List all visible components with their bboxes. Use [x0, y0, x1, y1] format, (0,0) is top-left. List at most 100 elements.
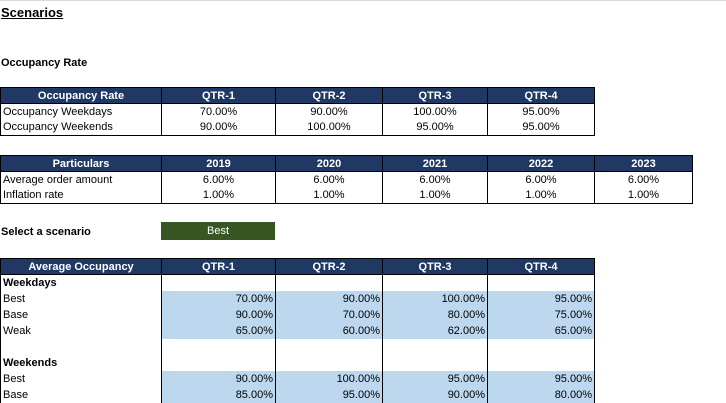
table-cell[interactable] — [275, 354, 383, 371]
table-row: Occupancy Weekends 90.00% 100.00% 95.00%… — [0, 119, 595, 136]
occupancy-rate-table: Occupancy Rate QTR-1 QTR-2 QTR-3 QTR-4 O… — [0, 87, 595, 136]
table-cell[interactable]: 70.00% — [275, 306, 383, 323]
column-header: Particulars — [0, 155, 162, 172]
table-cell[interactable] — [0, 338, 162, 355]
column-header: QTR-2 — [275, 258, 383, 275]
table-cell[interactable]: 1.00% — [487, 187, 595, 204]
weekends-label[interactable]: Weekends — [0, 354, 162, 371]
column-header: QTR-1 — [161, 258, 276, 275]
table-cell[interactable]: 90.00% — [161, 119, 276, 136]
row-label[interactable]: Occupancy Weekdays — [0, 103, 162, 120]
table-row: Base 85.00% 95.00% 90.00% 80.00% — [0, 386, 595, 403]
column-header: 2023 — [594, 155, 693, 172]
table-cell[interactable] — [161, 338, 276, 355]
table-cell[interactable] — [275, 274, 383, 291]
column-header: QTR-4 — [487, 258, 595, 275]
table-cell[interactable]: 80.00% — [382, 306, 488, 323]
table-cell[interactable]: 1.00% — [594, 187, 693, 204]
spacer-row — [0, 338, 595, 355]
column-header: QTR-2 — [275, 87, 383, 104]
section-row: Weekends — [0, 354, 595, 371]
column-header: 2019 — [161, 155, 276, 172]
table-cell[interactable]: 90.00% — [275, 103, 383, 120]
table-cell[interactable]: 90.00% — [161, 306, 276, 323]
table-cell[interactable] — [275, 338, 383, 355]
table-cell[interactable]: 65.00% — [161, 322, 276, 339]
table-row: Weak 65.00% 60.00% 62.00% 65.00% — [0, 322, 595, 339]
table-cell[interactable]: 1.00% — [161, 187, 276, 204]
table-cell[interactable]: 95.00% — [487, 103, 595, 120]
table-cell[interactable]: 65.00% — [487, 322, 595, 339]
table-cell[interactable]: 100.00% — [275, 119, 383, 136]
column-header: QTR-3 — [382, 87, 488, 104]
table-cell[interactable]: 100.00% — [382, 290, 488, 307]
column-header: QTR-4 — [487, 87, 595, 104]
column-header: QTR-3 — [382, 258, 488, 275]
table-cell[interactable] — [487, 274, 595, 291]
table-cell[interactable]: 6.00% — [487, 171, 595, 188]
table-cell[interactable] — [382, 354, 488, 371]
sheet-top-border — [0, 0, 726, 1]
table-row: Average order amount 6.00% 6.00% 6.00% 6… — [0, 171, 693, 188]
table-cell[interactable]: 80.00% — [487, 386, 595, 403]
section-row: Weekdays — [0, 274, 595, 291]
scenario-dropdown[interactable]: Best — [161, 222, 275, 240]
table-cell[interactable]: 95.00% — [382, 119, 488, 136]
table-cell[interactable]: 90.00% — [382, 386, 488, 403]
table-cell[interactable]: 100.00% — [382, 103, 488, 120]
table-cell[interactable]: 60.00% — [275, 322, 383, 339]
table-row: Inflation rate 1.00% 1.00% 1.00% 1.00% 1… — [0, 187, 693, 204]
table-header-row: Occupancy Rate QTR-1 QTR-2 QTR-3 QTR-4 — [0, 87, 595, 104]
table-cell[interactable]: 6.00% — [594, 171, 693, 188]
table-cell[interactable] — [382, 274, 488, 291]
table-cell[interactable]: 100.00% — [275, 370, 383, 387]
column-header: Average Occupancy — [0, 258, 162, 275]
table-cell[interactable] — [487, 338, 595, 355]
table-cell[interactable]: 90.00% — [275, 290, 383, 307]
average-occupancy-table: Average Occupancy QTR-1 QTR-2 QTR-3 QTR-… — [0, 258, 595, 403]
column-header: Occupancy Rate — [0, 87, 162, 104]
table-cell[interactable]: 95.00% — [487, 290, 595, 307]
table-row: Base 90.00% 70.00% 80.00% 75.00% — [0, 306, 595, 323]
weekdays-label[interactable]: Weekdays — [0, 274, 162, 291]
occupancy-rate-heading: Occupancy Rate — [1, 57, 88, 69]
table-row: Occupancy Weekdays 70.00% 90.00% 100.00%… — [0, 103, 595, 120]
table-cell[interactable]: 95.00% — [275, 386, 383, 403]
table-row: Best 90.00% 100.00% 95.00% 95.00% — [0, 370, 595, 387]
row-label[interactable]: Weak — [0, 322, 162, 339]
table-cell[interactable]: 1.00% — [275, 187, 383, 204]
page-title: Scenarios — [1, 5, 64, 20]
table-cell[interactable]: 90.00% — [161, 370, 276, 387]
row-label[interactable]: Average order amount — [0, 171, 162, 188]
row-label[interactable]: Best — [0, 370, 162, 387]
table-cell[interactable]: 95.00% — [487, 119, 595, 136]
column-header: QTR-1 — [161, 87, 276, 104]
table-header-row: Particulars 2019 2020 2021 2022 2023 — [0, 155, 693, 172]
table-cell[interactable]: 6.00% — [275, 171, 383, 188]
table-cell[interactable] — [487, 354, 595, 371]
select-scenario-label: Select a scenario — [1, 226, 91, 238]
row-label[interactable]: Inflation rate — [0, 187, 162, 204]
column-header: 2022 — [487, 155, 595, 172]
table-cell[interactable]: 6.00% — [161, 171, 276, 188]
table-cell[interactable] — [382, 338, 488, 355]
table-cell[interactable] — [161, 354, 276, 371]
table-cell[interactable]: 85.00% — [161, 386, 276, 403]
table-cell[interactable]: 70.00% — [161, 290, 276, 307]
table-cell[interactable]: 95.00% — [487, 370, 595, 387]
row-label[interactable]: Base — [0, 306, 162, 323]
table-cell[interactable]: 70.00% — [161, 103, 276, 120]
column-header: 2020 — [275, 155, 383, 172]
table-row: Best 70.00% 90.00% 100.00% 95.00% — [0, 290, 595, 307]
row-label[interactable]: Base — [0, 386, 162, 403]
table-cell[interactable]: 75.00% — [487, 306, 595, 323]
column-header: 2021 — [382, 155, 488, 172]
row-label[interactable]: Occupancy Weekends — [0, 119, 162, 136]
table-cell[interactable]: 6.00% — [382, 171, 488, 188]
table-cell[interactable]: 62.00% — [382, 322, 488, 339]
table-cell[interactable]: 95.00% — [382, 370, 488, 387]
table-header-row: Average Occupancy QTR-1 QTR-2 QTR-3 QTR-… — [0, 258, 595, 275]
table-cell[interactable] — [161, 274, 276, 291]
row-label[interactable]: Best — [0, 290, 162, 307]
table-cell[interactable]: 1.00% — [382, 187, 488, 204]
